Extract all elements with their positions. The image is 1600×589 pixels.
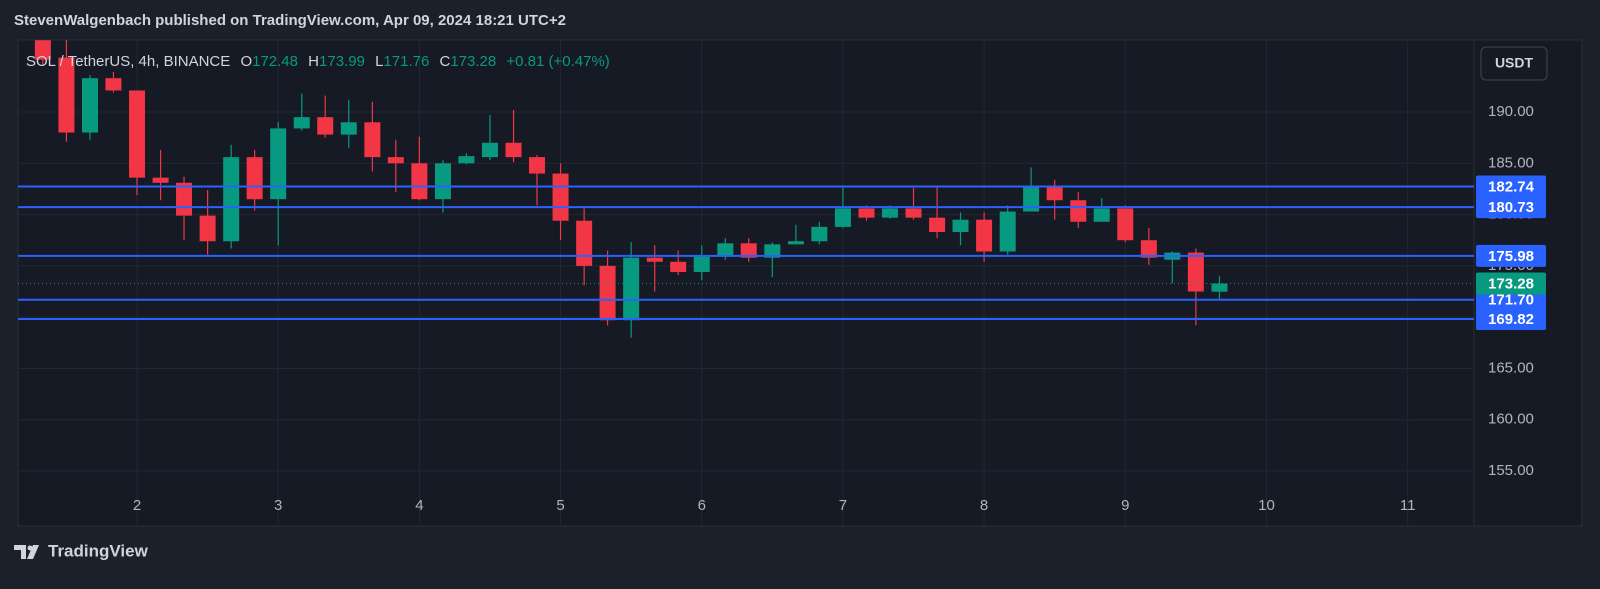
candle-body	[1046, 186, 1063, 201]
candle-body	[152, 177, 169, 183]
candle-body	[434, 163, 451, 200]
ohlc-key: L	[375, 53, 383, 70]
candle-body	[34, 40, 51, 60]
x-tick-label: 3	[274, 497, 282, 514]
published-line: StevenWalgenbach published on TradingVie…	[14, 12, 566, 29]
ohlc-key: O	[240, 53, 252, 70]
legend-line: SOL / TetherUS, 4h, BINANCE O172.48 H173…	[26, 53, 610, 70]
tradingview-logo	[14, 545, 39, 559]
candle-body	[693, 256, 710, 273]
candle-body	[623, 257, 640, 321]
candle-body	[929, 217, 946, 233]
x-tick-label: 6	[698, 497, 706, 514]
candle-body	[717, 243, 734, 257]
candle-body	[270, 128, 287, 200]
candle-body	[176, 182, 193, 216]
candle-body	[952, 219, 969, 233]
candle-body	[1023, 186, 1040, 212]
candle-body	[811, 226, 828, 242]
x-tick-label: 9	[1121, 497, 1129, 514]
last-price-box	[1476, 272, 1546, 295]
ohlc-value: 172.48	[252, 53, 298, 70]
candle-body	[58, 57, 75, 133]
ohlc-key: H	[308, 53, 319, 70]
candle-body	[1070, 200, 1087, 222]
candle-body	[129, 90, 146, 178]
candle-body	[881, 208, 898, 218]
candle-body	[105, 78, 122, 91]
level-label: 169.82	[1488, 311, 1534, 328]
level-label: 180.73	[1488, 199, 1534, 216]
candle-body	[646, 257, 663, 262]
candle-body	[858, 208, 875, 218]
level-box	[1476, 175, 1546, 198]
x-tick-label: 5	[556, 497, 564, 514]
candle-body	[905, 208, 922, 218]
candle-body	[576, 220, 593, 266]
candle-body	[82, 78, 99, 133]
candle-body	[1093, 208, 1110, 222]
candle-body	[387, 157, 404, 164]
plot	[18, 40, 1474, 526]
candle-body	[528, 157, 545, 174]
candle-body	[787, 241, 804, 245]
candle-body	[411, 163, 428, 200]
candle-body	[670, 261, 687, 273]
candle-body	[740, 243, 757, 258]
last-price-label: 173.28	[1488, 275, 1534, 292]
candle-body	[599, 265, 616, 321]
currency-button-label[interactable]: USDT	[1495, 55, 1534, 71]
candle-body	[293, 117, 310, 129]
level-box	[1476, 308, 1546, 331]
candle-body	[246, 157, 263, 200]
candle-body	[1117, 208, 1134, 241]
level-label: 171.70	[1488, 292, 1534, 309]
level-label: 175.98	[1488, 248, 1534, 265]
candle-body	[340, 122, 357, 135]
y-tick-label: 190.00	[1488, 103, 1534, 120]
y-tick-label: 185.00	[1488, 154, 1534, 171]
currency-button[interactable]	[1480, 46, 1548, 81]
y-tick-label: 155.00	[1488, 462, 1534, 479]
x-tick-label: 11	[1400, 497, 1416, 514]
candle-body	[1211, 283, 1228, 292]
level-box	[1476, 244, 1546, 267]
candle-body	[199, 215, 216, 242]
level-label: 182.74	[1488, 178, 1535, 195]
candle-body	[1187, 252, 1204, 292]
candle-body	[764, 244, 781, 258]
x-tick-label: 4	[415, 497, 423, 514]
change: +0.81 (+0.47%)	[506, 53, 609, 70]
level-box	[1476, 196, 1546, 219]
ohlc-value: 173.28	[450, 53, 496, 70]
candle-body	[552, 173, 569, 221]
x-tick-label: 2	[133, 497, 141, 514]
candle-body	[976, 219, 993, 252]
candle-body	[223, 157, 240, 242]
candle-body	[505, 142, 522, 158]
y-tick-label: 165.00	[1488, 359, 1534, 376]
candle-body	[317, 117, 334, 135]
candle-body	[834, 208, 851, 227]
candle-body	[481, 142, 498, 158]
candle-body	[1140, 240, 1157, 258]
ohlc-key: C	[439, 53, 450, 70]
candle-body	[364, 122, 381, 158]
ohlc-value: 173.99	[319, 53, 365, 70]
symbol: SOL / TetherUS, 4h, BINANCE	[26, 53, 230, 70]
brand: TradingView	[48, 541, 149, 560]
candle-body	[999, 211, 1016, 252]
x-tick-label: 7	[839, 497, 847, 514]
candle-body	[458, 156, 475, 164]
y-tick-label: 160.00	[1488, 411, 1534, 428]
x-tick-label: 8	[980, 497, 988, 514]
plot-area	[17, 39, 1583, 527]
ohlc-value: 171.76	[383, 53, 429, 70]
x-tick-label: 10	[1258, 497, 1275, 514]
